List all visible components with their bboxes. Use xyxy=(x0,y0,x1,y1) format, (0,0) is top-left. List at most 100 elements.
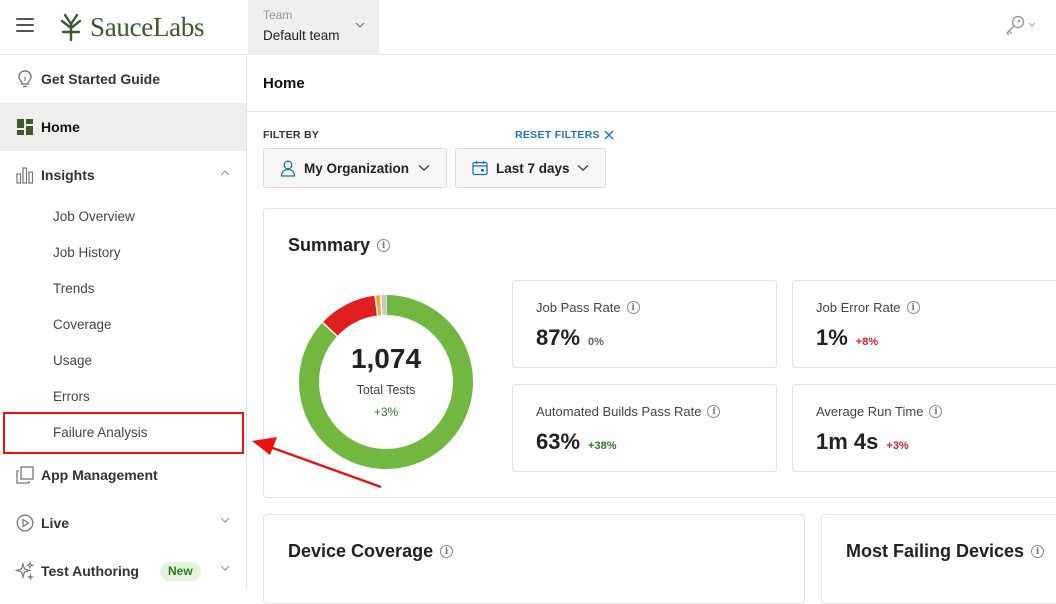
sidebar-item-live[interactable]: Live xyxy=(0,499,246,547)
team-label: Team xyxy=(263,8,292,22)
calendar-icon xyxy=(472,160,488,176)
total-tests-donut: 1,074 Total Tests +3% xyxy=(297,293,475,471)
copy-icon xyxy=(15,465,35,485)
organization-filter-dropdown[interactable]: My Organization xyxy=(263,148,447,188)
stat-delta: +3% xyxy=(886,440,908,452)
lightbulb-icon xyxy=(15,69,35,89)
chevron-down-icon xyxy=(220,565,230,572)
brand-name: SauceLabs xyxy=(90,12,204,43)
stat-label: Automated Builds Pass Rate i xyxy=(536,404,720,419)
stat-delta: +8% xyxy=(856,336,878,348)
info-icon[interactable]: i xyxy=(707,405,720,418)
sidebar-item-app-management[interactable]: App Management xyxy=(0,451,246,499)
sidebar-item-home[interactable]: Home xyxy=(0,103,246,151)
stat-label-text: Job Error Rate xyxy=(816,300,901,315)
summary-title: Summary i xyxy=(288,235,390,256)
summary-card: Summary i 1,074 Total Tests +3% Job Pass… xyxy=(263,208,1056,498)
total-tests-delta: +3% xyxy=(297,405,475,419)
sidebar-item-get-started-guide[interactable]: Get Started Guide xyxy=(0,55,246,103)
sidebar-subitem-errors[interactable]: Errors xyxy=(53,387,90,407)
date-range-filter-dropdown[interactable]: Last 7 days xyxy=(455,148,606,188)
stat-label-text: Job Pass Rate xyxy=(536,300,621,315)
access-key-button[interactable] xyxy=(1004,14,1036,36)
sidebar-subitem-job-overview[interactable]: Job Overview xyxy=(53,207,135,227)
saucelabs-logo[interactable]: SauceLabs xyxy=(56,10,204,44)
stat-automated-builds-pass-rate: Automated Builds Pass Rate i 63% +38% xyxy=(512,384,777,472)
most-failing-devices-card: Most Failing Devices i xyxy=(821,514,1056,604)
stat-label: Job Error Rate i xyxy=(816,300,920,315)
page-header: Home xyxy=(247,55,1056,112)
user-icon xyxy=(280,160,296,177)
stat-value-text: 87% xyxy=(536,325,580,351)
info-icon[interactable]: i xyxy=(1031,545,1044,558)
stat-delta: +38% xyxy=(588,440,616,452)
sidebar: Get Started Guide Home Insights Job Over… xyxy=(0,55,247,589)
sidebar-item-label: Get Started Guide xyxy=(41,71,160,87)
bar-chart-icon xyxy=(15,165,35,185)
stat-label: Average Run Time i xyxy=(816,404,942,419)
stat-value-text: 1% xyxy=(816,325,848,351)
stat-value: 87% 0% xyxy=(536,325,604,351)
reset-filters-label: RESET FILTERS xyxy=(515,129,600,141)
sidebar-subitem-coverage[interactable]: Coverage xyxy=(53,315,112,335)
stat-value-text: 63% xyxy=(536,429,580,455)
most-failing-devices-title: Most Failing Devices i xyxy=(846,541,1044,562)
stat-job-error-rate: Job Error Rate i 1% +8% xyxy=(792,280,1056,368)
sparkle-icon xyxy=(15,561,35,581)
play-circle-icon xyxy=(15,513,35,533)
sidebar-item-label: Test Authoring xyxy=(41,563,139,579)
date-range-filter-value: Last 7 days xyxy=(496,161,570,176)
stat-label-text: Automated Builds Pass Rate xyxy=(536,404,701,419)
stat-label-text: Average Run Time xyxy=(816,404,923,419)
info-icon[interactable]: i xyxy=(907,301,920,314)
total-tests-label: Total Tests xyxy=(297,383,475,397)
annotation-highlight-box xyxy=(3,412,244,454)
sidebar-item-test-authoring[interactable]: Test Authoring New xyxy=(0,547,246,595)
sidebar-subitem-usage[interactable]: Usage xyxy=(53,351,92,371)
most-failing-devices-title-text: Most Failing Devices xyxy=(846,541,1024,562)
sidebar-item-label: Insights xyxy=(41,167,95,183)
top-bar: SauceLabs Team Default team xyxy=(0,0,1056,55)
chevron-down-icon xyxy=(1028,22,1036,28)
info-icon[interactable]: i xyxy=(440,545,453,558)
chevron-down-icon xyxy=(418,164,430,172)
sidebar-item-label: App Management xyxy=(41,467,158,483)
stat-delta: 0% xyxy=(588,336,604,348)
info-icon[interactable]: i xyxy=(627,301,640,314)
chevron-down-icon xyxy=(355,22,365,29)
new-badge: New xyxy=(160,562,201,581)
chevron-down-icon xyxy=(577,164,589,172)
donut-center: 1,074 Total Tests +3% xyxy=(297,293,475,471)
key-icon xyxy=(1004,14,1026,36)
menu-icon[interactable] xyxy=(16,18,34,34)
chevron-down-icon xyxy=(220,517,230,524)
team-selector[interactable]: Team Default team xyxy=(248,0,379,55)
device-coverage-title: Device Coverage i xyxy=(288,541,453,562)
organization-filter-value: My Organization xyxy=(304,161,409,176)
close-icon xyxy=(604,130,614,140)
info-icon[interactable]: i xyxy=(929,405,942,418)
reset-filters-button[interactable]: RESET FILTERS xyxy=(515,129,614,141)
filter-by-label: FILTER BY xyxy=(263,129,319,141)
sidebar-item-insights[interactable]: Insights xyxy=(0,151,246,199)
device-coverage-title-text: Device Coverage xyxy=(288,541,433,562)
sidebar-subitem-job-history[interactable]: Job History xyxy=(53,243,121,263)
stat-average-run-time: Average Run Time i 1m 4s +3% xyxy=(792,384,1056,472)
device-coverage-card: Device Coverage i xyxy=(263,514,805,604)
summary-title-text: Summary xyxy=(288,235,370,256)
sidebar-item-label: Live xyxy=(41,515,69,531)
info-icon[interactable]: i xyxy=(377,239,390,252)
stat-value: 63% +38% xyxy=(536,429,617,455)
stat-value: 1m 4s +3% xyxy=(816,429,909,455)
sidebar-subitem-trends[interactable]: Trends xyxy=(53,279,95,299)
main-content: Home FILTER BY RESET FILTERS My Organiza… xyxy=(247,55,1056,589)
stat-value: 1% +8% xyxy=(816,325,878,351)
sidebar-item-label: Home xyxy=(41,119,80,135)
chevron-up-icon xyxy=(220,169,230,176)
page-title: Home xyxy=(263,75,305,92)
total-tests-value: 1,074 xyxy=(297,343,475,375)
stat-label: Job Pass Rate i xyxy=(536,300,640,315)
saucelabs-logo-icon xyxy=(56,12,86,42)
dashboard-icon xyxy=(15,117,35,137)
team-value: Default team xyxy=(263,28,340,43)
